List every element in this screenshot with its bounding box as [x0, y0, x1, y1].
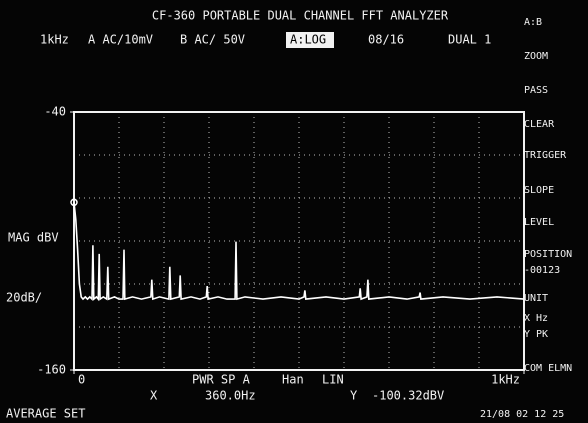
menu-item: COM ELMN	[524, 363, 572, 374]
analyzer-screen: CF-360 PORTABLE DUAL CHANNEL FFT ANALYZE…	[0, 0, 588, 423]
x-tick-label: 0	[78, 373, 85, 387]
status-y-value: -100.32dBV	[372, 389, 444, 403]
header-channel-b: B AC/ 50V	[180, 33, 245, 47]
menu-item: ZOOM	[524, 51, 548, 62]
y-tick-label: -160	[37, 363, 66, 377]
header-title: CF-360 PORTABLE DUAL CHANNEL FFT ANALYZE…	[152, 9, 449, 23]
menu-item: PASS	[524, 85, 548, 96]
x-tick-label: 1kHz	[491, 373, 520, 387]
status-function: PWR SP A	[192, 373, 251, 387]
spectrum-trace	[74, 202, 524, 299]
header-range: 1kHz	[40, 33, 69, 47]
menu-item: POSITION	[524, 249, 572, 260]
header-mode: A:LOG	[290, 33, 326, 47]
menu-item: SLOPE	[524, 185, 554, 196]
status-timestamp: 21/08 02 12 25	[480, 409, 564, 420]
menu-item: CLEAR	[524, 119, 555, 130]
status-x-value: 360.0Hz	[205, 389, 256, 403]
status-y-label: Y	[350, 389, 358, 403]
menu-item: LEVEL	[524, 217, 554, 228]
menu-item: A:B	[524, 17, 542, 28]
axis-title: MAG dBV	[8, 231, 59, 245]
status-scale: LIN	[322, 373, 344, 387]
header-average: 08/16	[368, 33, 404, 47]
header-channel-a: A AC/10mV	[88, 33, 153, 47]
menu-item: -00123	[524, 265, 560, 276]
menu-item: X Hz	[524, 313, 548, 324]
menu-item: TRIGGER	[524, 150, 567, 161]
status-window: Han	[282, 373, 304, 387]
status-x-label: X	[150, 389, 158, 403]
menu-item: UNIT	[524, 293, 548, 304]
scale-label: 20dB/	[6, 291, 42, 305]
header-display: DUAL 1	[448, 33, 491, 47]
menu-item: Y PK	[524, 329, 548, 340]
y-tick-label: -40	[44, 105, 66, 119]
status-footer: AVERAGE SET	[6, 407, 85, 421]
